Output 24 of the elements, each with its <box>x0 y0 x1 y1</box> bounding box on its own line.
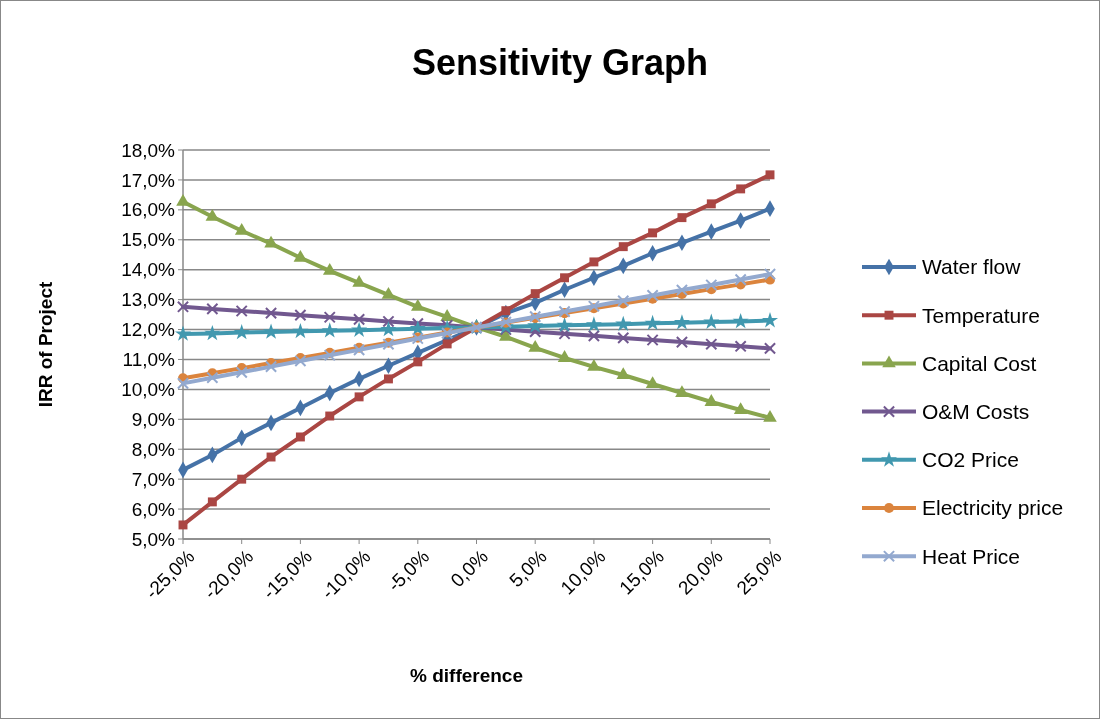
y-tick-label: 7,0% <box>131 468 176 490</box>
y-tick-label: 13,0% <box>121 289 176 311</box>
legend-label: Capital Cost <box>922 351 1037 375</box>
y-tick-label: 18,0% <box>121 139 176 161</box>
y-axis-title: IRR of Project <box>35 281 56 408</box>
y-tick-label: 9,0% <box>131 408 176 430</box>
y-tick-label: 10,0% <box>121 379 176 401</box>
y-tick-label: 8,0% <box>131 438 176 460</box>
legend-label: Water flow <box>922 255 1022 279</box>
y-tick-label: 17,0% <box>121 169 176 191</box>
legend-label: Temperature <box>922 303 1040 327</box>
y-tick-label: 11,0% <box>122 349 176 371</box>
chart-title: Sensitivity Graph <box>411 42 709 83</box>
y-tick-label: 6,0% <box>131 498 176 520</box>
y-tick-label: 5,0% <box>131 528 176 550</box>
y-tick-label: 15,0% <box>121 229 176 251</box>
y-tick-label: 14,0% <box>121 259 176 281</box>
legend-label: CO2 Price <box>922 448 1019 472</box>
legend-label: O&M Costs <box>922 399 1030 423</box>
legend-label: Electricity price <box>922 496 1064 520</box>
legend-label: Heat Price <box>922 544 1021 568</box>
y-tick-label: 16,0% <box>121 199 176 221</box>
y-tick-label: 12,0% <box>121 319 176 341</box>
x-axis-title: % difference <box>410 665 523 686</box>
